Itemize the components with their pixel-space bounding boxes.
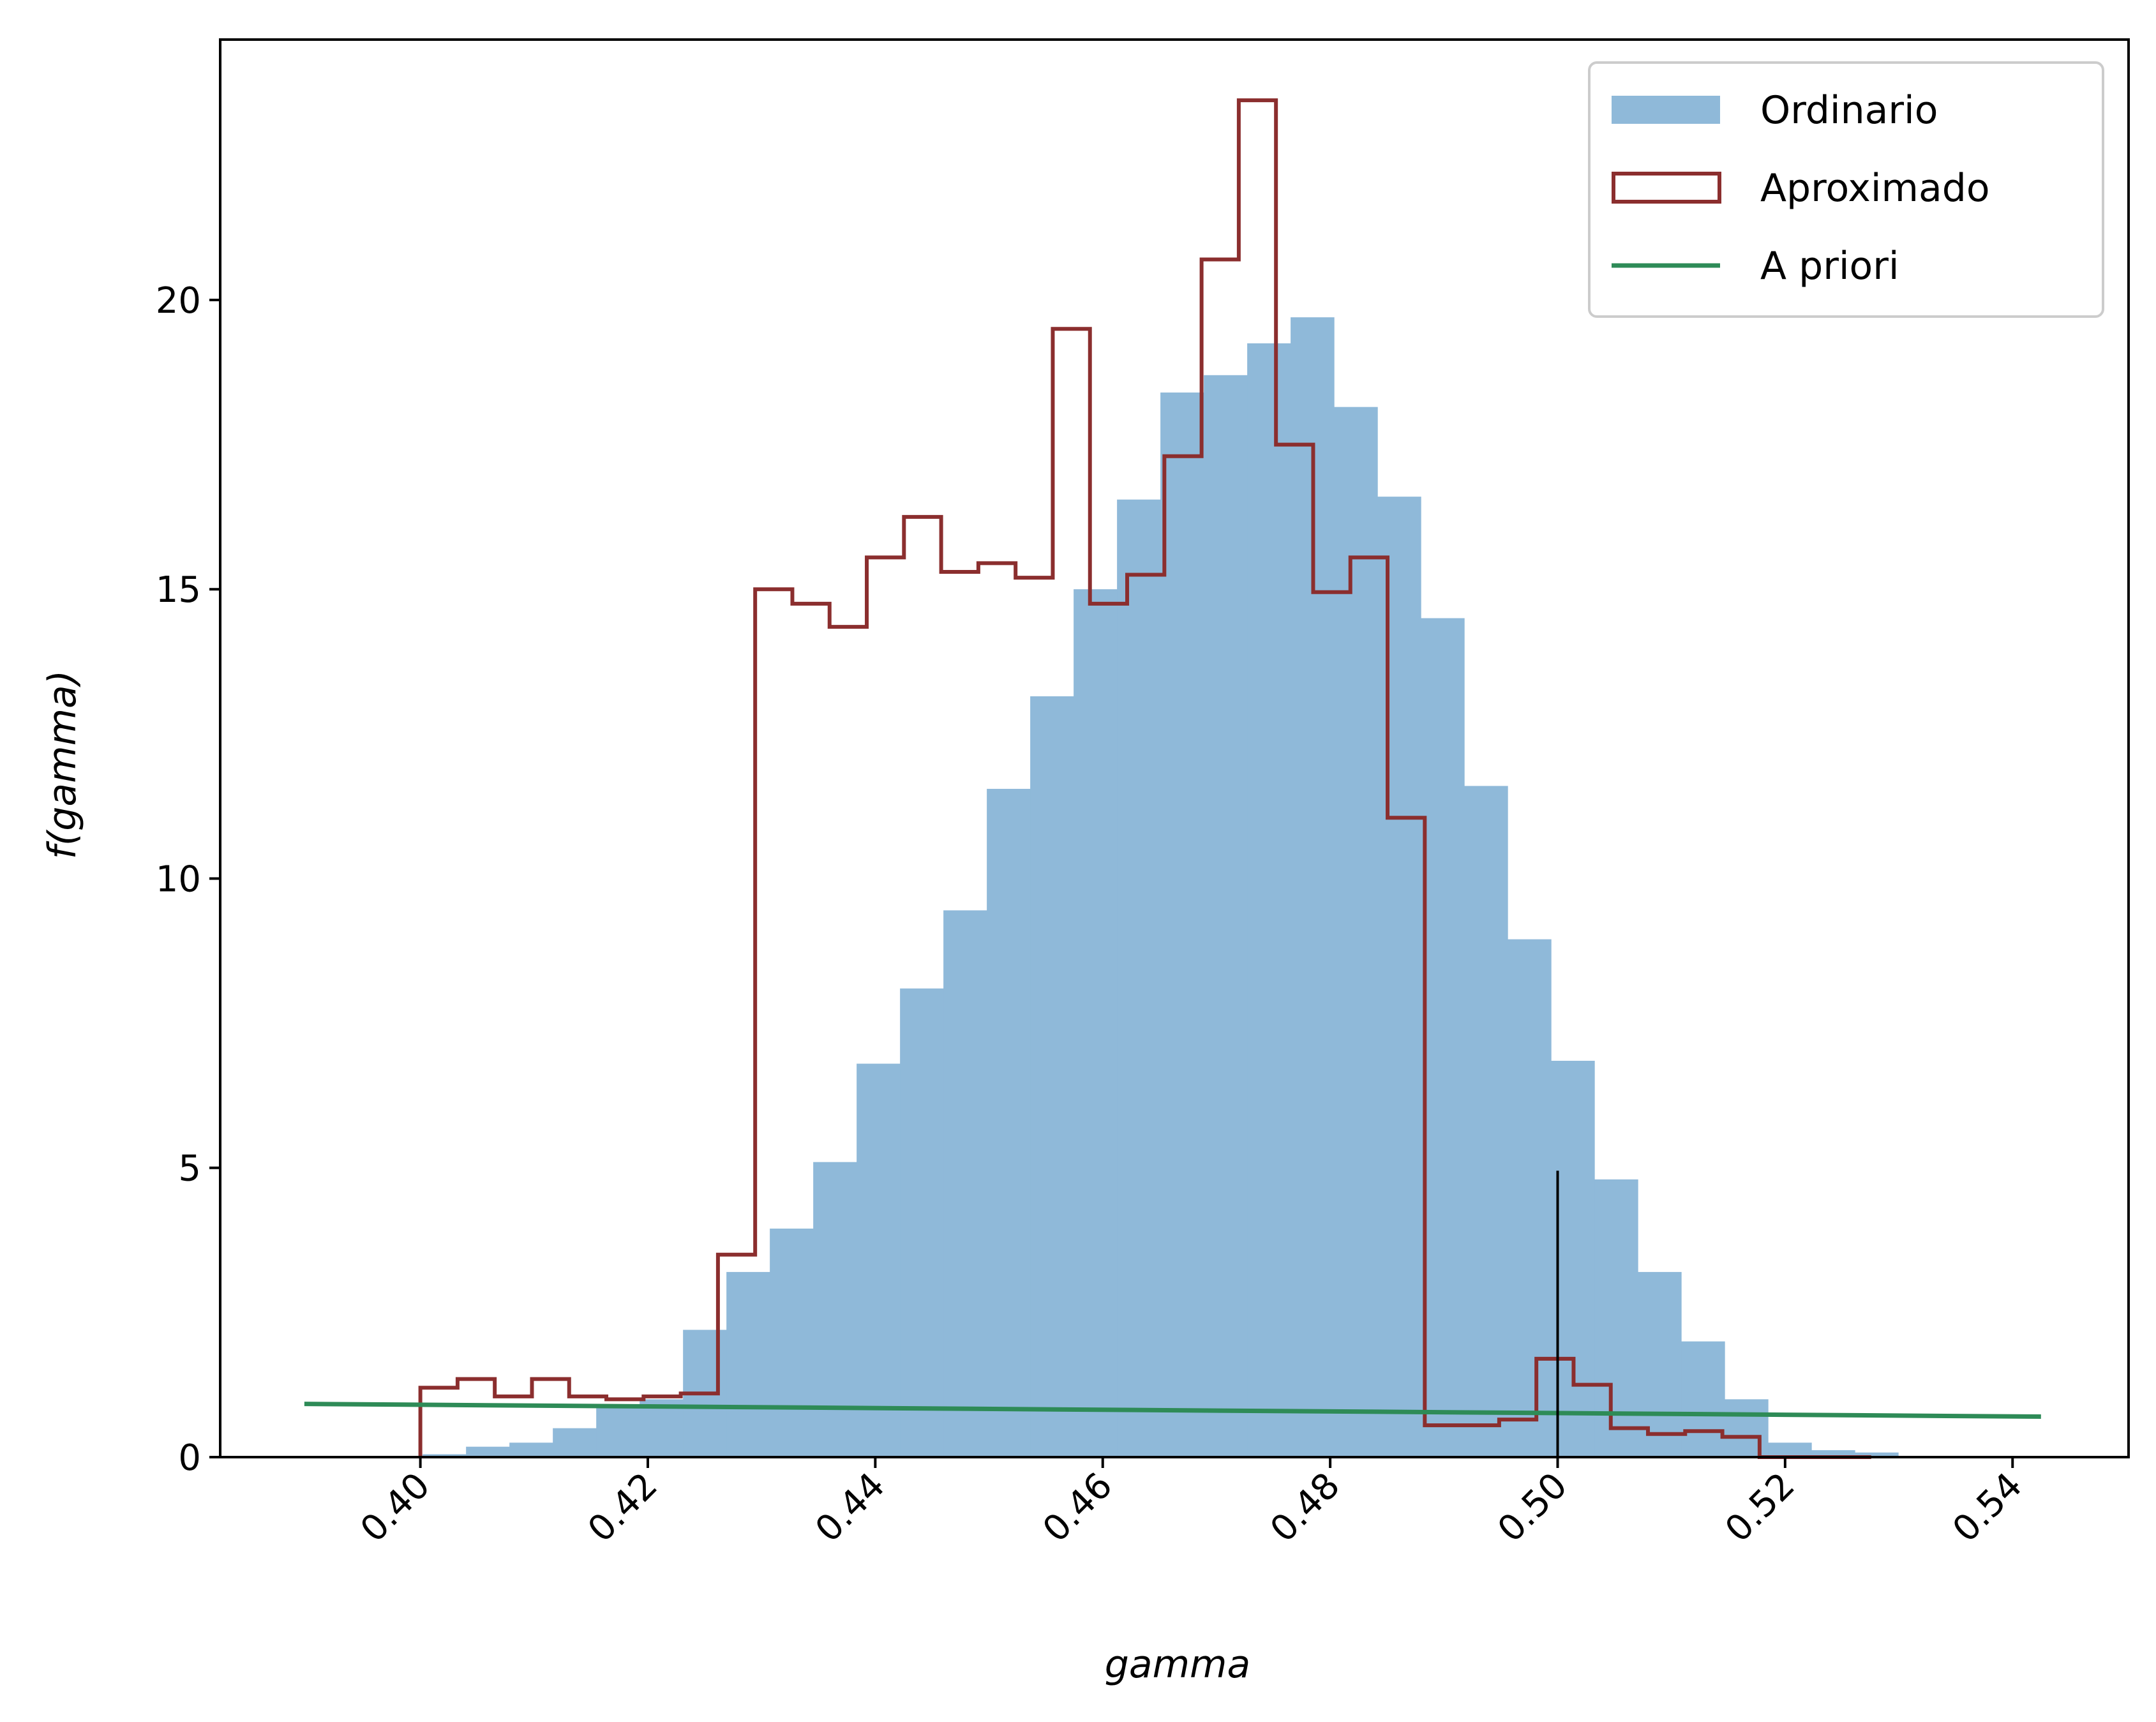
ordinario-bar <box>726 1271 770 1457</box>
y-tick-label: 0 <box>178 1437 201 1479</box>
legend-label: Ordinario <box>1760 88 1938 133</box>
ordinario-bar <box>987 788 1031 1457</box>
ordinario-bar <box>1030 696 1074 1457</box>
ordinario-bar <box>1247 343 1291 1457</box>
aproximado-step-line <box>418 98 1871 1459</box>
legend-label: Aproximado <box>1760 166 1990 211</box>
ordinario-bar <box>1594 1179 1638 1457</box>
ordinario-bar <box>1160 392 1204 1458</box>
ordinario-bar <box>770 1228 814 1457</box>
ordinario-bar <box>1204 375 1248 1457</box>
ordinario-bar <box>466 1446 510 1457</box>
ordinario-bar <box>1811 1450 1855 1457</box>
axes-frame <box>219 38 2130 1458</box>
ordinario-bar <box>553 1428 597 1457</box>
legend-label: A priori <box>1760 244 1899 288</box>
ordinario-bar <box>1421 618 1465 1457</box>
ordinario-bar <box>1638 1271 1682 1457</box>
ordinario-bar <box>1768 1442 1812 1457</box>
y-axis-label: f(gamma) <box>40 670 85 859</box>
y-tick-label: 15 <box>156 569 201 611</box>
ordinario-bar <box>900 988 944 1457</box>
ordinario-bar <box>1377 497 1421 1457</box>
ordinario-bar <box>943 910 987 1457</box>
ordinario-bar <box>857 1063 901 1457</box>
ordinario-bar <box>640 1399 684 1457</box>
ordinario-bar <box>509 1442 553 1457</box>
legend-swatch-ordinario <box>1612 96 1720 124</box>
ordinario-bar <box>1334 407 1378 1457</box>
y-tick-label: 20 <box>156 280 201 322</box>
ordinario-bar <box>1855 1452 1899 1457</box>
legend-swatch-aproximado <box>1612 172 1721 204</box>
ordinario-bar <box>596 1405 640 1457</box>
ordinario-bar <box>423 1454 467 1457</box>
plot-area <box>304 98 2041 1459</box>
ordinario-bar <box>1117 499 1161 1457</box>
a-priori-line <box>304 1402 2041 1419</box>
ordinario-bar <box>1508 939 1552 1457</box>
y-tick-label: 10 <box>156 858 201 900</box>
y-tick-label: 5 <box>178 1148 201 1190</box>
ordinario-bar <box>813 1162 857 1457</box>
ordinario-bar <box>1725 1399 1769 1457</box>
x-axis-label: gamma <box>1105 1642 1251 1687</box>
ordinario-bar <box>1464 786 1508 1457</box>
ordinario-bar <box>1074 589 1118 1457</box>
ordinario-bar <box>1681 1341 1725 1457</box>
legend-box <box>1588 61 2104 318</box>
legend: Ordinario Aproximado A priori <box>1588 61 2104 318</box>
